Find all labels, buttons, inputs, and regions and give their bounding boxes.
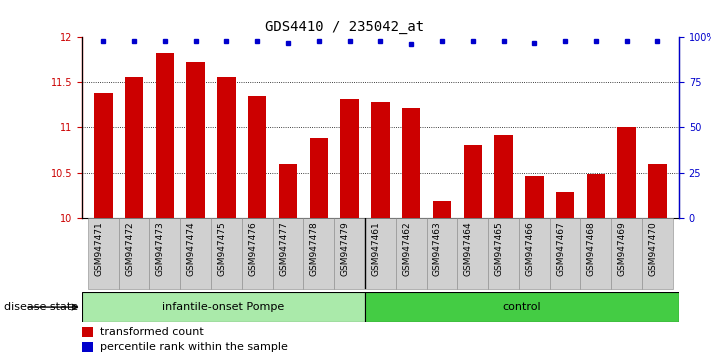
Bar	[186, 62, 205, 218]
Text: GSM947479: GSM947479	[341, 221, 350, 276]
Bar	[464, 145, 482, 218]
Text: GSM947467: GSM947467	[556, 221, 565, 276]
Text: control: control	[503, 302, 541, 312]
Text: GSM947473: GSM947473	[156, 221, 165, 276]
Bar	[550, 218, 580, 289]
Text: GSM947461: GSM947461	[371, 221, 380, 276]
Bar	[617, 127, 636, 218]
Bar	[488, 218, 519, 289]
Bar	[309, 138, 328, 218]
Text: GSM947476: GSM947476	[248, 221, 257, 276]
Bar	[525, 176, 543, 218]
Bar	[365, 218, 396, 289]
Bar	[242, 218, 272, 289]
Bar	[181, 218, 211, 289]
Bar	[82, 342, 92, 353]
Bar	[648, 164, 667, 218]
Bar	[82, 292, 365, 322]
Bar	[365, 292, 679, 322]
Text: GSM947472: GSM947472	[125, 221, 134, 276]
Text: GSM947462: GSM947462	[402, 221, 411, 276]
Bar	[304, 218, 334, 289]
Text: GSM947470: GSM947470	[648, 221, 658, 276]
Bar	[427, 218, 457, 289]
Bar	[341, 98, 359, 218]
Bar	[494, 135, 513, 218]
Text: GSM947471: GSM947471	[95, 221, 103, 276]
Bar	[334, 218, 365, 289]
Bar	[556, 193, 574, 218]
Text: GSM947466: GSM947466	[525, 221, 534, 276]
Text: GSM947477: GSM947477	[279, 221, 288, 276]
Text: transformed count: transformed count	[100, 327, 203, 337]
Text: disease state: disease state	[4, 302, 77, 312]
Text: percentile rank within the sample: percentile rank within the sample	[100, 342, 287, 352]
Bar	[457, 218, 488, 289]
Bar	[88, 218, 119, 289]
Text: GSM947465: GSM947465	[495, 221, 503, 276]
Bar	[156, 53, 174, 218]
Bar	[396, 218, 427, 289]
Bar	[149, 218, 181, 289]
Text: GSM947478: GSM947478	[310, 221, 319, 276]
Bar	[611, 218, 642, 289]
Bar	[94, 93, 112, 218]
Bar	[211, 218, 242, 289]
Text: GSM947469: GSM947469	[618, 221, 626, 276]
Bar	[248, 96, 267, 218]
Bar	[371, 102, 390, 218]
Bar	[402, 108, 420, 218]
Text: GSM947475: GSM947475	[218, 221, 227, 276]
Bar	[82, 327, 92, 337]
Bar	[580, 218, 611, 289]
Bar	[519, 218, 550, 289]
Bar	[587, 175, 605, 218]
Bar	[119, 218, 149, 289]
Bar	[272, 218, 304, 289]
Bar	[218, 77, 235, 218]
Bar	[433, 201, 451, 218]
Text: GSM947463: GSM947463	[433, 221, 442, 276]
Bar	[125, 77, 144, 218]
Text: GSM947468: GSM947468	[587, 221, 596, 276]
Bar	[279, 164, 297, 218]
Text: GSM947464: GSM947464	[464, 221, 473, 276]
Text: infantile-onset Pompe: infantile-onset Pompe	[162, 302, 284, 312]
Text: GDS4410 / 235042_at: GDS4410 / 235042_at	[265, 19, 424, 34]
Text: GSM947474: GSM947474	[187, 221, 196, 276]
Bar	[642, 218, 673, 289]
